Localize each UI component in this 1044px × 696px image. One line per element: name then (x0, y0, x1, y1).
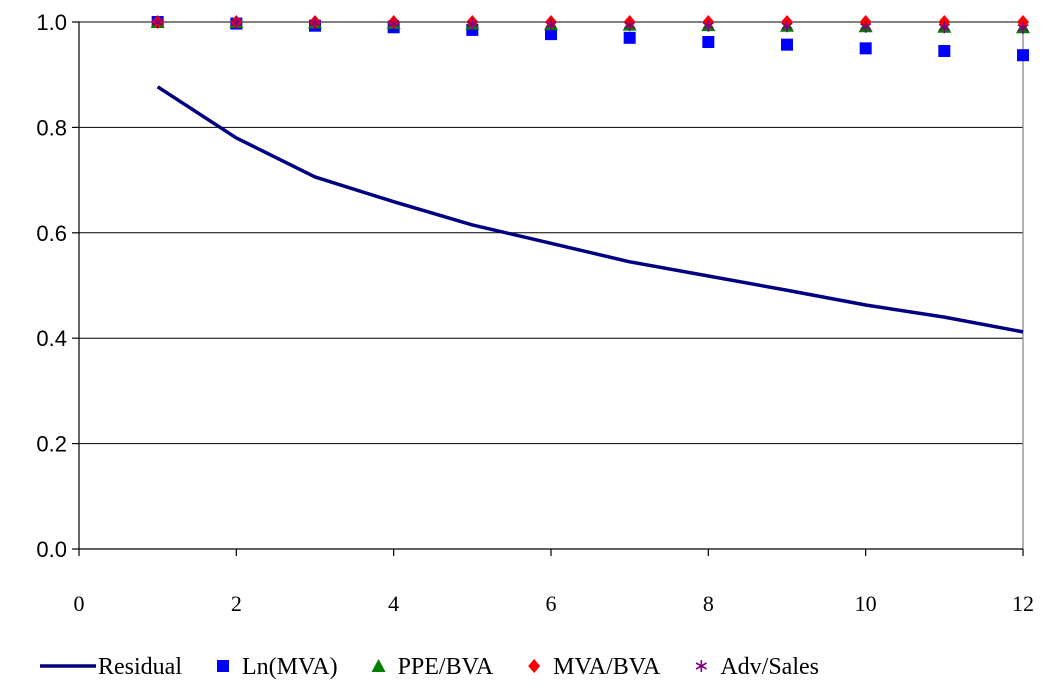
legend-item-ppe-bva: PPE/BVA (371, 654, 494, 680)
x-tick-label: 8 (703, 591, 714, 616)
y-tick-label: 0.4 (36, 326, 67, 351)
legend-label: Residual (98, 654, 182, 680)
axis-layer (72, 21, 1024, 556)
data-point-ln-mva (623, 31, 636, 44)
x-tick-label: 12 (1012, 591, 1034, 616)
legend-label: Ln(MVA) (242, 654, 338, 680)
data-point-adv-sales (938, 21, 950, 34)
series-layer (150, 15, 1030, 334)
data-point-adv-sales (388, 17, 400, 30)
data-point-ln-mva (702, 36, 715, 49)
legend-swatch (528, 659, 541, 673)
data-point-ln-mva (545, 28, 557, 41)
legend-label: PPE/BVA (398, 654, 494, 680)
x-tick-label: 6 (546, 591, 557, 616)
data-point-adv-sales (230, 16, 242, 29)
x-tick-label: 10 (855, 591, 877, 616)
data-point-adv-sales (1017, 21, 1029, 34)
data-point-ln-mva (938, 44, 951, 57)
series-adv-sales (152, 16, 1029, 34)
series-line-residual (156, 85, 1024, 334)
legend-item-mva-bva: MVA/BVA (528, 654, 661, 680)
x-tick-label: 4 (388, 591, 399, 616)
y-tick-label: 0.2 (36, 432, 67, 457)
y-tick-label: 0.0 (36, 537, 67, 562)
data-point-adv-sales (702, 19, 714, 32)
data-point-adv-sales (309, 17, 321, 30)
y-tick-label: 1.0 (36, 10, 67, 35)
legend-label: Adv/Sales (720, 654, 819, 680)
x-tick-label: 0 (74, 591, 85, 616)
y-tick-label: 0.6 (36, 221, 67, 246)
legend-label: MVA/BVA (553, 654, 661, 680)
data-point-ln-mva (1017, 49, 1029, 62)
data-point-ln-mva (859, 42, 872, 55)
legend-swatch (371, 659, 386, 672)
series-residual (156, 85, 1024, 334)
data-point-adv-sales (466, 18, 478, 31)
tick-labels: 0.0 0.2 0.4 0.6 0.8 1.0 0 2 4 6 8 10 12 (36, 10, 1034, 616)
legend-item-ln-mva: Ln(MVA) (217, 654, 338, 680)
legend-item-adv-sales: Adv/Sales (695, 654, 819, 680)
legend-swatch (695, 660, 707, 672)
y-tick-label: 0.8 (36, 115, 67, 140)
series-ln-mva (151, 16, 1029, 62)
data-point-ln-mva (781, 38, 793, 51)
series-ppe-bva (150, 15, 1030, 34)
legend-swatch (217, 660, 229, 672)
legend-item-residual: Residual (40, 654, 182, 680)
data-point-adv-sales (545, 18, 557, 31)
x-tick-label: 2 (231, 591, 242, 616)
data-point-adv-sales (781, 20, 793, 33)
legend: Residual Ln(MVA) PPE/BVA MVA/BVA Adv/Sales (40, 654, 819, 680)
data-point-adv-sales (624, 19, 636, 32)
data-point-adv-sales (860, 20, 872, 33)
data-point-adv-sales (152, 16, 164, 28)
grid-layer (79, 21, 1023, 445)
